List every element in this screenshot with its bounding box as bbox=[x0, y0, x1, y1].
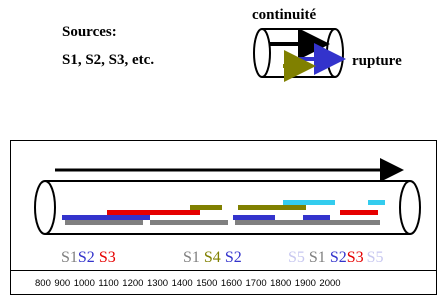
small-cylinder bbox=[254, 29, 343, 77]
continuity-label: continuité bbox=[252, 7, 317, 23]
source-label: S2 bbox=[78, 249, 95, 266]
diagram: Sources: S1, S2, S3, etc. continuité rup… bbox=[0, 0, 447, 295]
year-label: 800 bbox=[35, 278, 51, 289]
sources-list: S1, S2, S3, etc. bbox=[62, 52, 154, 68]
big-cylinder bbox=[35, 181, 420, 234]
year-label: 1600 bbox=[221, 278, 242, 289]
year-label: 1400 bbox=[172, 278, 193, 289]
year-label: 2000 bbox=[319, 278, 340, 289]
source-label: S4 bbox=[204, 249, 221, 266]
year-label: 1100 bbox=[98, 278, 118, 289]
source-label: S2 bbox=[225, 249, 242, 266]
segments bbox=[62, 200, 385, 225]
year-label: 1500 bbox=[196, 278, 217, 289]
source-label: S3 bbox=[347, 249, 364, 266]
year-label: 1900 bbox=[295, 278, 316, 289]
source-label: S5 bbox=[288, 249, 305, 266]
sources-title: Sources: bbox=[62, 24, 117, 40]
rupture-label: rupture bbox=[352, 53, 402, 69]
source-label: S1 bbox=[61, 249, 78, 266]
source-label: S2 bbox=[330, 249, 347, 266]
source-label: S5 bbox=[367, 249, 384, 266]
year-label: 1700 bbox=[246, 278, 267, 289]
year-label: 1300 bbox=[147, 278, 168, 289]
source-label: S1 bbox=[309, 249, 326, 266]
source-label: S1 bbox=[183, 249, 200, 266]
year-label: 1800 bbox=[270, 278, 291, 289]
source-label: S3 bbox=[99, 249, 116, 266]
year-label: 900 bbox=[54, 278, 70, 289]
year-label: 1200 bbox=[122, 278, 143, 289]
year-label: 1000 bbox=[74, 278, 95, 289]
